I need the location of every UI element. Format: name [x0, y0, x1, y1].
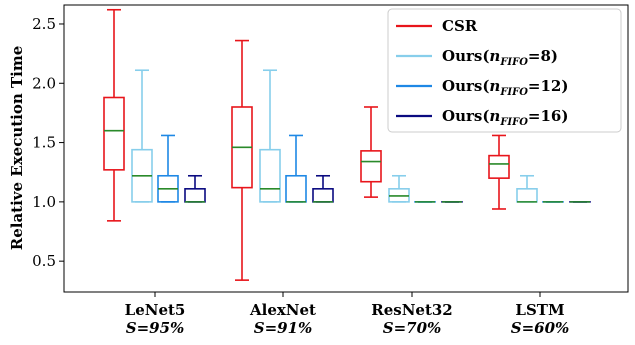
- box-Ours(nFIFO=8)-LeNet5: [131, 69, 153, 203]
- y-tick-label: 1.0: [32, 193, 56, 211]
- box-Ours(nFIFO=16)-LeNet5: [184, 174, 206, 203]
- y-tick-label: 1.5: [32, 134, 56, 152]
- legend-item: Ours(nFIFO=8): [396, 47, 558, 68]
- x-category-sparsity: S=91%: [254, 319, 313, 337]
- box-iqr: [285, 174, 307, 203]
- x-category-label: AlexNet: [249, 301, 316, 319]
- box-iqr: [516, 188, 538, 203]
- box-iqr: [488, 154, 510, 179]
- legend: CSR Ours(nFIFO=8) Ours(nFIFO=12) Ours(nFIFO…: [387, 8, 622, 133]
- box-CSR-AlexNet: [231, 39, 253, 281]
- legend-item: CSR: [396, 17, 478, 35]
- legend-frame: [387, 8, 622, 133]
- box-CSR-ResNet32: [360, 106, 382, 198]
- y-tick-label: 2.0: [32, 74, 56, 92]
- box-Ours(nFIFO=8)-LSTM: [516, 174, 538, 203]
- x-category-label: ResNet32: [371, 301, 453, 319]
- legend-item: Ours(nFIFO=12): [396, 77, 568, 98]
- plot-area: [103, 8, 591, 281]
- box-Ours(nFIFO=8)-ResNet32: [388, 174, 410, 203]
- box-iqr: [312, 188, 334, 203]
- legend-label: Ours(nFIFO=16): [442, 107, 568, 128]
- y-axis: 0.5 1.0 1.5 2.0 2.5: [32, 15, 64, 270]
- x-category-label: LSTM: [515, 301, 564, 319]
- legend-label: CSR: [442, 17, 478, 35]
- legend-label: Ours(nFIFO=8): [442, 47, 558, 68]
- box-Ours(nFIFO=8)-AlexNet: [259, 69, 281, 203]
- y-tick-label: 2.5: [32, 15, 56, 33]
- box-CSR-LSTM: [488, 134, 510, 210]
- x-category-sparsity: S=95%: [126, 319, 185, 337]
- x-category-sparsity: S=60%: [511, 319, 570, 337]
- box-CSR-LeNet5: [103, 8, 125, 222]
- box-iqr: [103, 96, 125, 171]
- legend-item: Ours(nFIFO=16): [396, 107, 568, 128]
- y-tick-label: 0.5: [32, 252, 56, 270]
- plot-frame: [63, 4, 629, 293]
- legend-label: Ours(nFIFO=12): [442, 77, 568, 98]
- box-iqr: [259, 148, 281, 203]
- x-category-sparsity: S=70%: [383, 319, 442, 337]
- box-iqr: [360, 150, 382, 183]
- box-Ours(nFIFO=12)-AlexNet: [285, 134, 307, 203]
- box-iqr: [184, 188, 206, 203]
- x-category-label: LeNet5: [125, 301, 186, 319]
- y-axis-title: Relative Execution Time: [8, 46, 26, 251]
- box-Ours(nFIFO=12)-LeNet5: [157, 134, 179, 203]
- box-Ours(nFIFO=16)-AlexNet: [312, 174, 334, 203]
